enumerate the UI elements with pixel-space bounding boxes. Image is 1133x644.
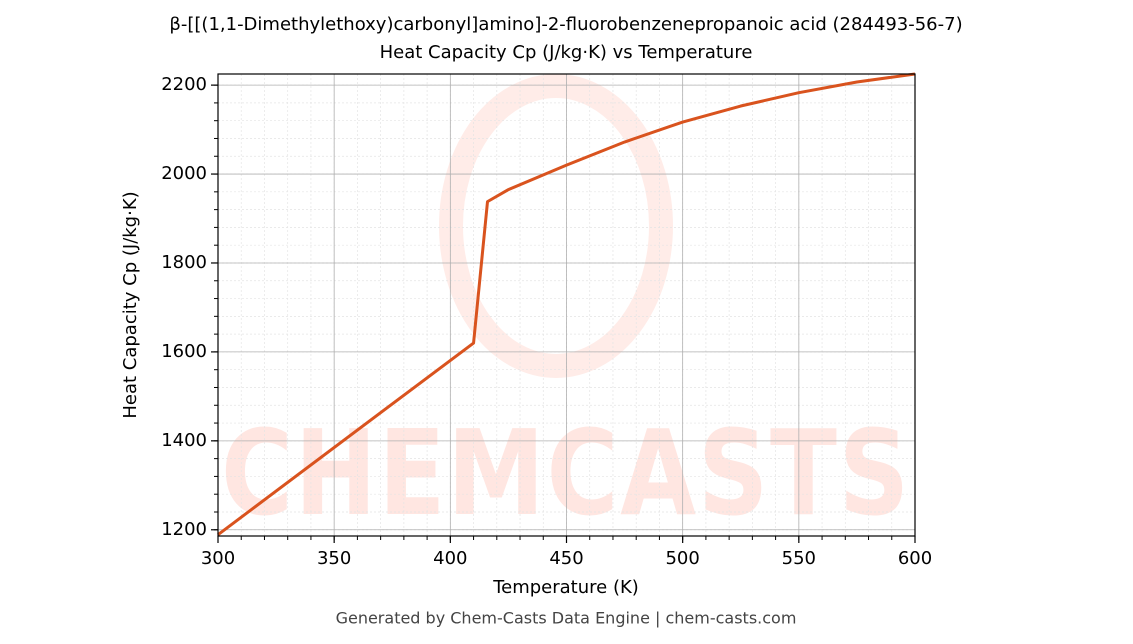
x-tick-label: 500 xyxy=(665,548,699,569)
plot-frame xyxy=(217,73,916,537)
x-tick-label: 550 xyxy=(782,548,816,569)
footer: Generated by Chem-Casts Data Engine | ch… xyxy=(336,609,797,628)
x-tick-label: 600 xyxy=(898,548,932,569)
y-tick-label: 1800 xyxy=(161,252,207,273)
chart-subtitle: Heat Capacity Cp (J/kg·K) vs Temperature xyxy=(380,42,753,63)
watermark: CHEMCASTS xyxy=(221,404,911,542)
chart-title: β-[[(1,1-Dimethylethoxy)carbonyl]amino]-… xyxy=(169,14,962,35)
x-tick-label: 300 xyxy=(201,548,235,569)
x-tick-label: 400 xyxy=(433,548,467,569)
x-tick-label: 450 xyxy=(549,548,583,569)
x-axis-label: Temperature (K) xyxy=(492,577,639,598)
y-tick-label: 2200 xyxy=(161,74,207,95)
data-line xyxy=(217,72,916,536)
y-axis-label: Heat Capacity Cp (J/kg·K) xyxy=(120,191,141,418)
y-tick-label: 1400 xyxy=(161,430,207,451)
y-tick-label: 1600 xyxy=(161,341,207,362)
x-tick-label: 350 xyxy=(317,548,351,569)
y-tick-label: 1200 xyxy=(161,519,207,540)
watermark-logo xyxy=(439,74,673,378)
y-tick-label: 2000 xyxy=(161,163,207,184)
